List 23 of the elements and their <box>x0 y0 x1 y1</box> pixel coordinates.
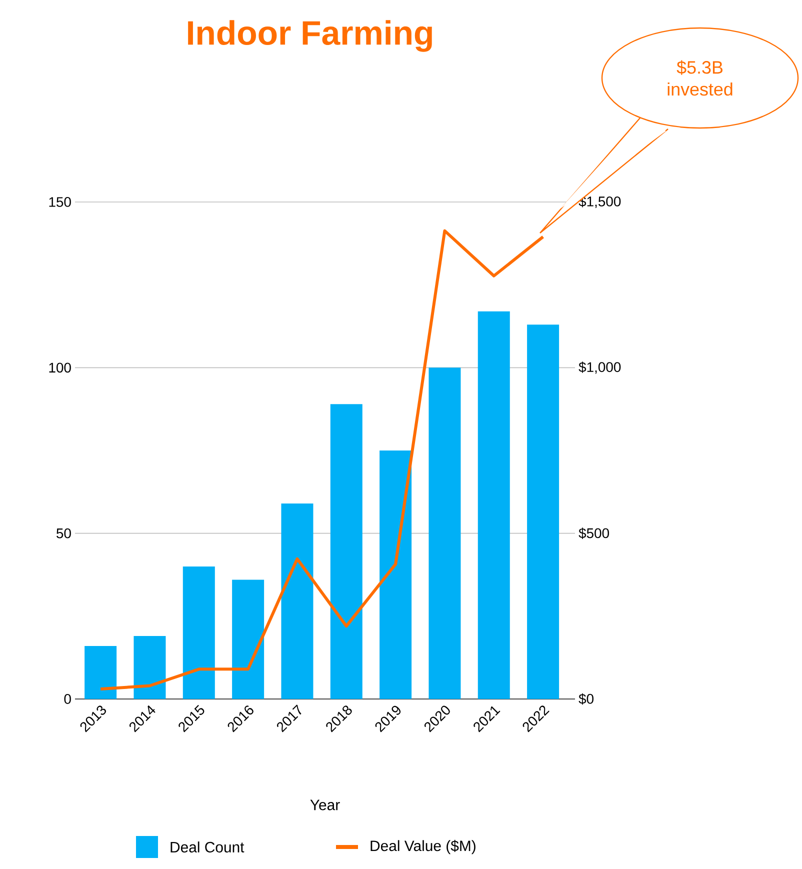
y-tick-label: 0 <box>64 694 71 704</box>
y-tick-label: 150 <box>49 197 71 207</box>
legend-label: Deal Count <box>170 842 244 852</box>
bar <box>428 368 461 699</box>
bar <box>84 646 117 699</box>
bar <box>232 580 264 699</box>
bar <box>330 404 362 699</box>
y2-tick-label: $1,000 <box>578 362 621 374</box>
bar <box>134 636 166 699</box>
x-axis-title: Year <box>310 800 340 810</box>
y-tick-label: 50 <box>56 528 71 538</box>
legend-label: Deal Value ($M) <box>370 840 476 854</box>
text: $5.3B invested <box>668 60 732 96</box>
y-tick-label: 100 <box>49 362 71 373</box>
bar <box>380 450 412 699</box>
bar <box>527 324 560 699</box>
line-series <box>99 229 545 691</box>
y2-tick-label: $0 <box>578 693 594 705</box>
bar <box>182 566 215 699</box>
chart-title: Indoor Farming <box>188 20 432 52</box>
y2-tick-label: $500 <box>578 528 610 539</box>
bar <box>478 311 510 699</box>
bar <box>281 504 314 699</box>
